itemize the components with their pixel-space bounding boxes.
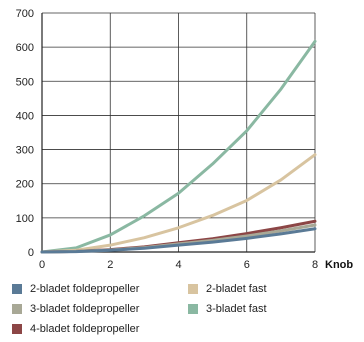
legend-label: 3-bladet foldepropeller xyxy=(30,303,140,315)
legend-label: 3-bladet fast xyxy=(206,303,267,315)
y-tick-label: 300 xyxy=(16,145,34,157)
series-lines xyxy=(40,39,317,254)
legend-swatch xyxy=(12,304,22,314)
legend-label: 2-bladet foldepropeller xyxy=(30,283,140,295)
x-tick-label: 0 xyxy=(39,259,45,271)
legend-swatch xyxy=(188,304,198,314)
legend-label: 2-bladet fast xyxy=(206,283,267,295)
legend-swatch xyxy=(12,284,22,294)
x-tick-label: 4 xyxy=(175,259,181,271)
y-tick-label: 400 xyxy=(16,110,34,122)
y-tick-label: 200 xyxy=(16,179,34,191)
x-tick-label: 2 xyxy=(107,259,113,271)
y-tick-label: 500 xyxy=(16,76,34,88)
legend-swatch xyxy=(188,284,198,294)
series-line-4 xyxy=(40,39,317,254)
legend-item-2-bladet-fast: 2-bladet fast xyxy=(188,283,267,295)
y-tick-label: 600 xyxy=(16,42,34,54)
legend: 2-bladet foldepropeller 3-bladet foldepr… xyxy=(12,283,357,339)
tick-labels: 0 100 200 300 400 500 600 700 0 2 4 6 8 xyxy=(16,8,318,271)
legend-swatch xyxy=(12,324,22,334)
series-line-3 xyxy=(40,153,317,254)
y-tick-label: 100 xyxy=(16,213,34,225)
legend-item-2-bladet-foldepropeller: 2-bladet foldepropeller xyxy=(12,283,139,295)
legend-item-3-bladet-foldepropeller: 3-bladet foldepropeller xyxy=(12,303,139,315)
x-axis-label: Knob xyxy=(325,259,353,271)
legend-label: 4-bladet foldepropeller xyxy=(30,323,140,335)
line-chart: 0 100 200 300 400 500 600 700 0 2 4 6 8 Knob xyxy=(16,8,354,271)
y-tick-label: 700 xyxy=(16,8,34,20)
series-line-0 xyxy=(40,227,317,254)
x-tick-label: 8 xyxy=(312,259,318,271)
x-tick-label: 6 xyxy=(244,259,250,271)
legend-item-4-bladet-foldepropeller: 4-bladet foldepropeller xyxy=(12,323,139,335)
legend-item-3-bladet-fast: 3-bladet fast xyxy=(188,303,267,315)
grid xyxy=(42,12,316,252)
y-tick-label: 0 xyxy=(28,247,34,259)
